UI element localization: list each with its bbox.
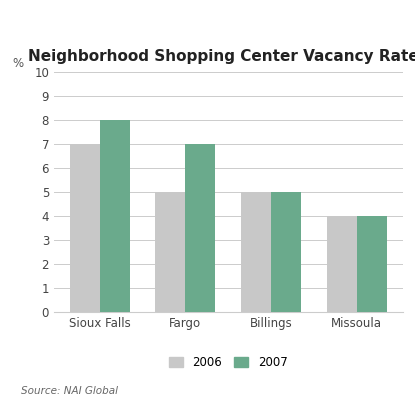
Bar xyxy=(327,216,357,312)
Bar xyxy=(241,192,271,312)
Bar xyxy=(271,192,301,312)
Bar xyxy=(70,144,100,312)
Bar xyxy=(186,144,215,312)
Legend: 2006, 2007: 2006, 2007 xyxy=(164,352,292,374)
Title: Neighborhood Shopping Center Vacancy Rates: Neighborhood Shopping Center Vacancy Rat… xyxy=(28,49,415,64)
Text: %: % xyxy=(12,57,23,70)
Bar xyxy=(357,216,387,312)
Text: Source: NAI Global: Source: NAI Global xyxy=(21,386,118,396)
Bar xyxy=(100,120,130,312)
Bar xyxy=(156,192,186,312)
